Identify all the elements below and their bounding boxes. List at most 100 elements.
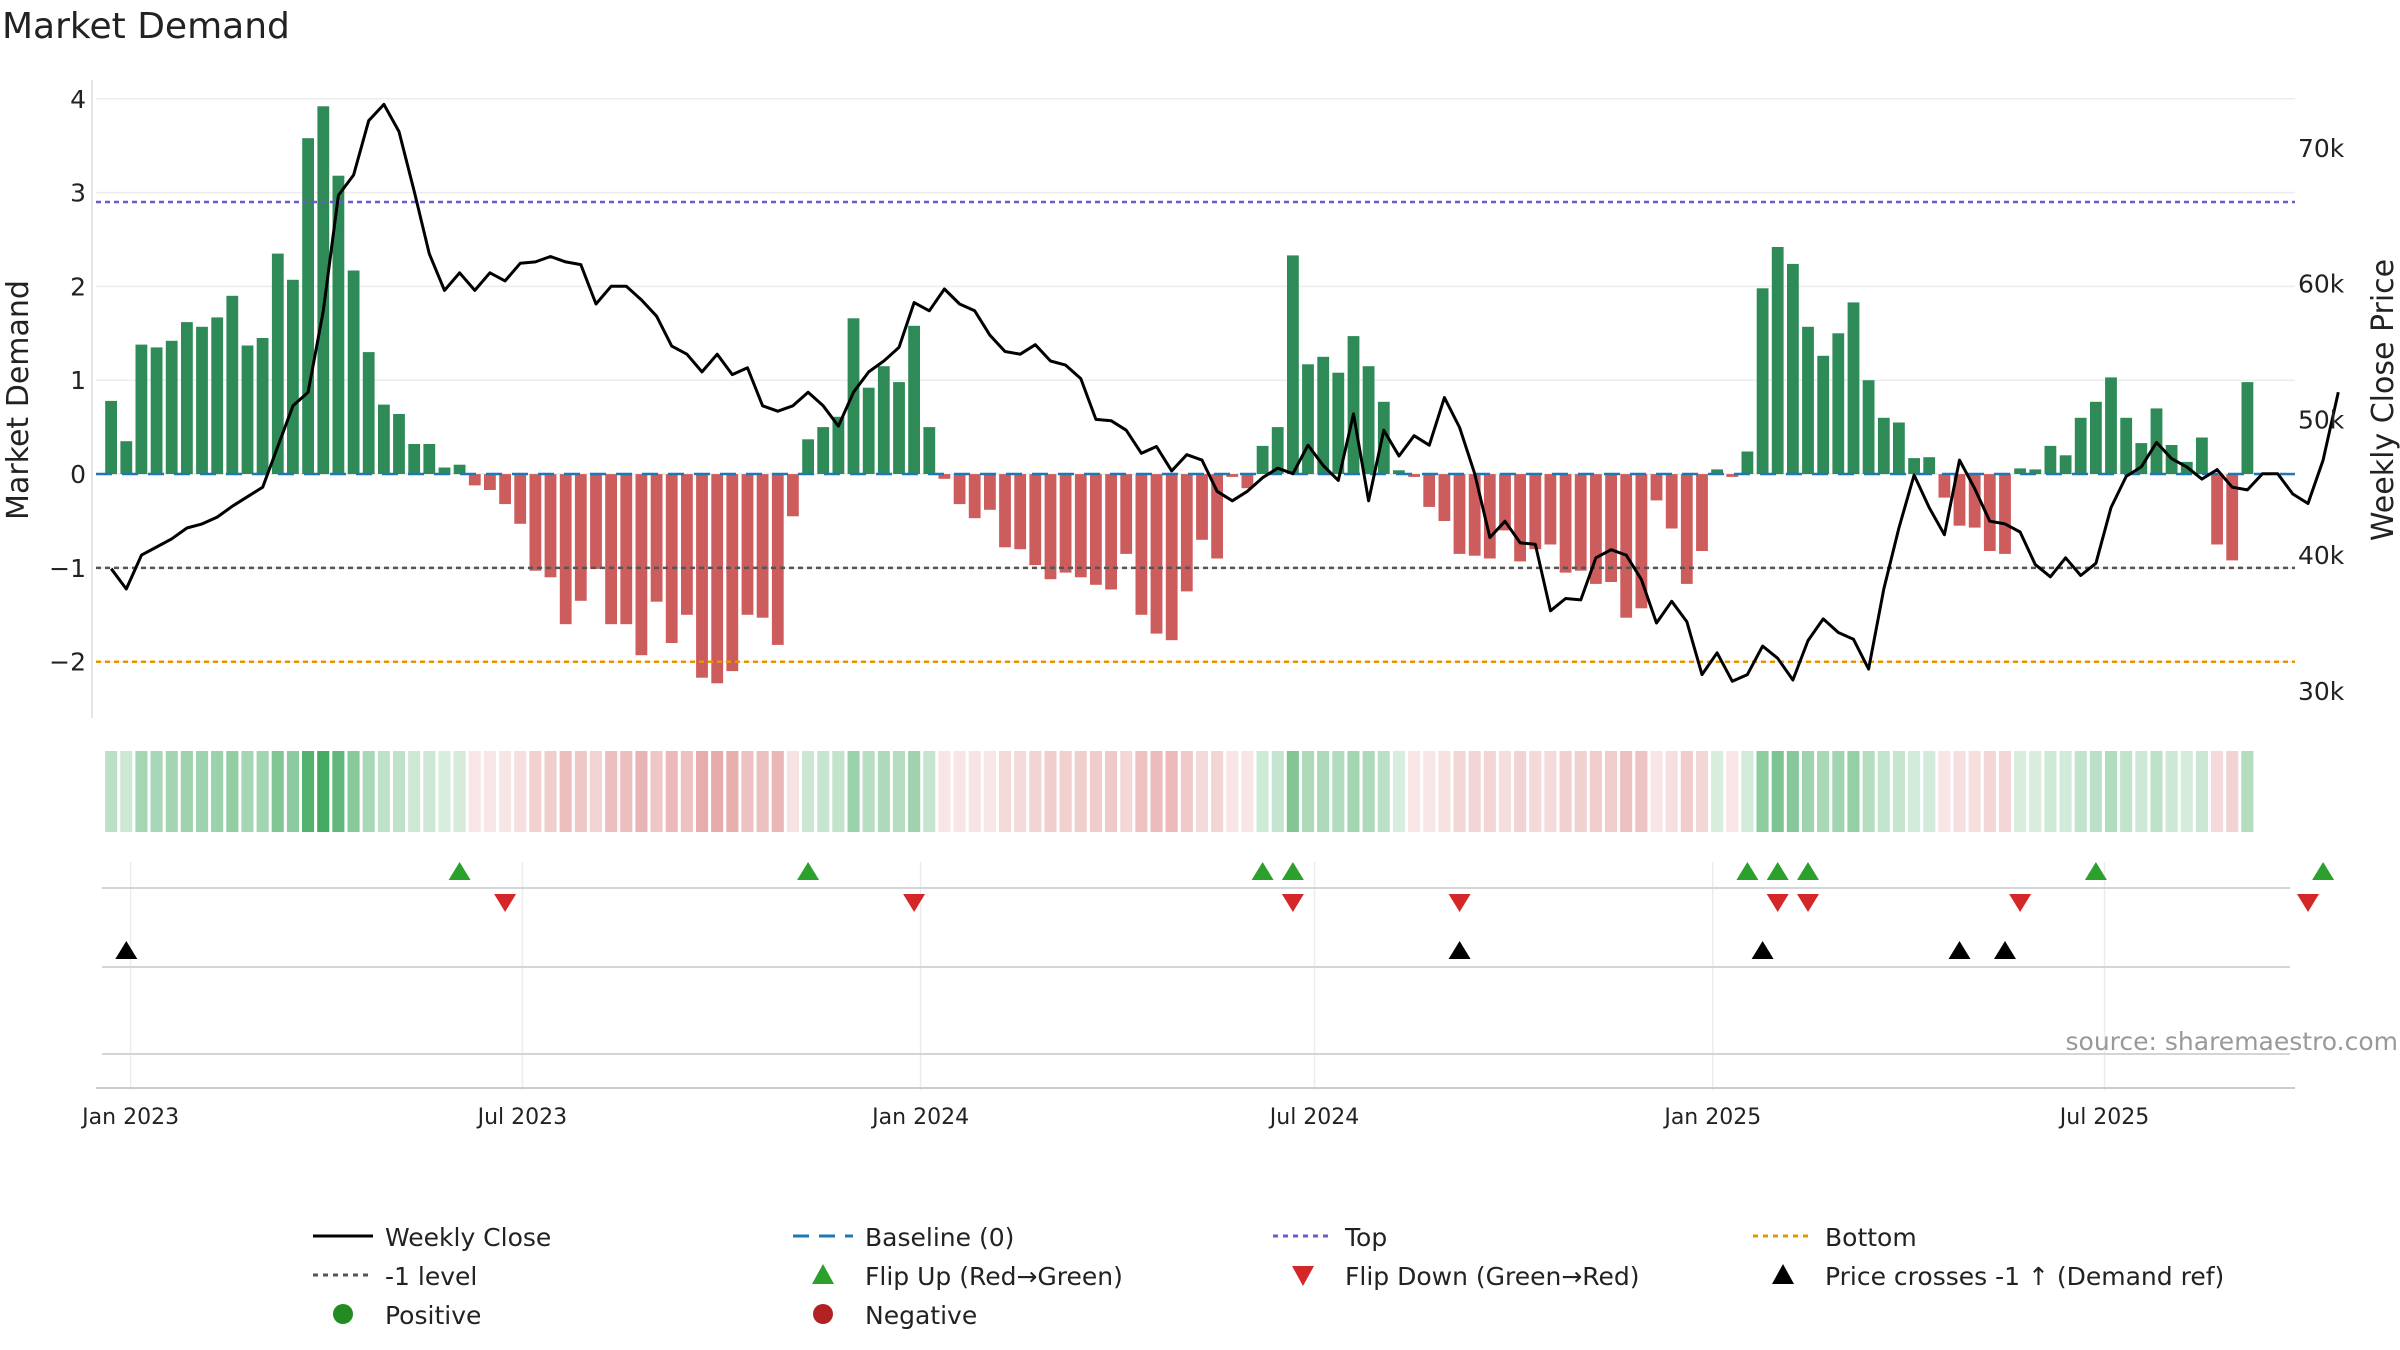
demand-bar-102	[1650, 474, 1663, 501]
demand-bar-96	[1559, 474, 1572, 573]
demand-bar-125	[1999, 474, 2011, 554]
heat-cell-42	[741, 751, 754, 832]
heat-cell-68	[1135, 751, 1148, 832]
heat-cell-125	[1998, 751, 2011, 832]
demand-bar-113	[1817, 355, 1830, 474]
demand-bar-24	[468, 474, 481, 486]
heat-cell-75	[1241, 751, 1254, 832]
demand-bar-13	[302, 138, 314, 475]
demand-bar-71	[1180, 474, 1193, 592]
demand-bar-12	[287, 279, 299, 474]
y2-axis-label: Weekly Close Price	[2366, 259, 2400, 541]
heat-cell-127	[2029, 751, 2042, 832]
heat-cell-84	[1377, 751, 1390, 832]
heat-cell-124	[1983, 751, 1996, 832]
heat-cell-99	[1605, 751, 1618, 832]
demand-bar-130	[2074, 417, 2087, 475]
heat-cell-33	[605, 751, 618, 832]
heat-cell-32	[589, 751, 602, 832]
heat-cell-55	[938, 751, 951, 832]
demand-bar-88	[1438, 474, 1451, 521]
demand-bar-103	[1665, 474, 1678, 529]
heat-cell-50	[862, 751, 875, 832]
demand-bar-118	[1893, 422, 1905, 475]
heat-cell-69	[1150, 751, 1163, 832]
demand-bar-85	[1393, 470, 1405, 475]
demand-bar-21	[423, 444, 436, 474]
heat-cell-106	[1711, 751, 1724, 832]
heat-cell-43	[756, 751, 769, 832]
demand-bar-58	[984, 474, 996, 510]
demand-bar-110	[1771, 247, 1784, 475]
flip-down-marker-0	[494, 894, 517, 912]
heat-cell-77	[1271, 751, 1284, 832]
demand-bar-72	[1196, 474, 1208, 540]
demand-bar-123	[1968, 474, 1981, 528]
demand-bar-100	[1620, 474, 1633, 618]
flip-up-marker-4	[1736, 862, 1759, 880]
demand-bar-28	[529, 474, 542, 571]
demand-bar-23	[453, 464, 466, 475]
heat-cell-51	[877, 751, 890, 832]
demand-bar-59	[999, 474, 1011, 548]
heat-cell-15	[332, 751, 345, 832]
demand-bar-50	[862, 387, 875, 474]
demand-bar-2	[135, 344, 148, 475]
demand-bar-52	[893, 382, 905, 474]
heat-cell-62	[1044, 751, 1057, 832]
heat-cell-89	[1453, 751, 1466, 832]
legend-swatch-flip-down	[1292, 1266, 1314, 1286]
heat-cell-119	[1908, 751, 1921, 832]
heat-cell-28	[529, 751, 542, 832]
heat-cell-63	[1059, 751, 1072, 832]
demand-bar-90	[1468, 474, 1481, 556]
demand-bar-66	[1105, 474, 1117, 590]
demand-bar-63	[1059, 474, 1072, 573]
demand-bar-84	[1377, 401, 1390, 474]
heat-cell-4	[165, 751, 178, 832]
heat-cell-45	[786, 751, 799, 832]
heat-cell-93	[1514, 751, 1527, 832]
heat-cell-76	[1256, 751, 1269, 832]
demand-bar-35	[635, 474, 648, 656]
price-cross-marker-4	[1994, 941, 2016, 959]
heat-cell-11	[271, 751, 284, 832]
heat-cell-70	[1165, 751, 1178, 832]
demand-bar-37	[665, 474, 678, 643]
y2-tick-label-2: 50k	[2298, 405, 2345, 434]
heat-cell-72	[1195, 751, 1208, 832]
legend-label-bottom: Bottom	[1825, 1223, 1917, 1252]
demand-bar-25	[484, 474, 496, 490]
heat-cell-136	[2165, 751, 2178, 832]
demand-bar-48	[832, 416, 845, 474]
demand-bar-56	[953, 474, 966, 505]
demand-bar-73	[1211, 474, 1223, 559]
legend-label-baseline: Baseline (0)	[865, 1223, 1014, 1252]
heat-cell-86	[1408, 751, 1421, 832]
demand-bar-42	[741, 474, 754, 615]
heat-cell-110	[1771, 751, 1784, 832]
heat-cell-82	[1347, 751, 1360, 832]
flip-down-marker-3	[1448, 894, 1471, 912]
heat-cell-117	[1877, 751, 1890, 832]
heat-cell-52	[892, 751, 905, 832]
demand-bar-92	[1499, 474, 1511, 531]
heat-cell-85	[1392, 751, 1405, 832]
demand-bar-94	[1529, 474, 1542, 550]
heat-cell-39	[696, 751, 709, 832]
heat-cell-58	[983, 751, 996, 832]
heat-cell-20	[408, 751, 421, 832]
demand-bar-0	[105, 400, 117, 475]
heat-cell-56	[953, 751, 966, 832]
demand-bar-54	[923, 427, 936, 474]
demand-bar-79	[1302, 364, 1314, 475]
flip-up-marker-6	[1797, 862, 1819, 880]
heat-cell-104	[1680, 751, 1693, 832]
legend-label-minus-one: -1 level	[385, 1262, 477, 1291]
heat-cell-71	[1180, 751, 1193, 832]
heat-cell-80	[1317, 751, 1330, 832]
heat-cell-0	[105, 751, 118, 832]
y-tick-label-6: −2	[49, 648, 86, 677]
heat-cell-23	[453, 751, 466, 832]
demand-bar-114	[1832, 333, 1845, 474]
